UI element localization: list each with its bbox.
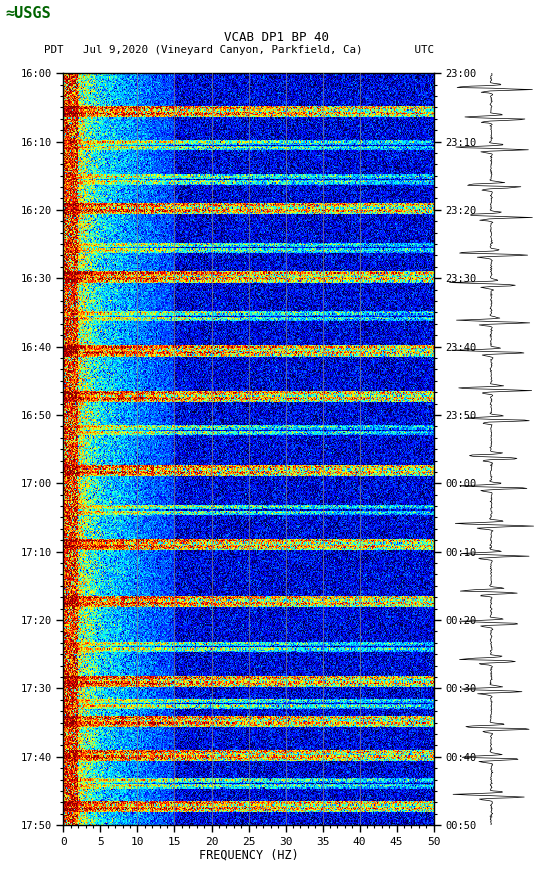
X-axis label: FREQUENCY (HZ): FREQUENCY (HZ) [199,848,299,862]
Text: PDT   Jul 9,2020 (Vineyard Canyon, Parkfield, Ca)        UTC: PDT Jul 9,2020 (Vineyard Canyon, Parkfie… [44,45,434,54]
Text: ≈USGS: ≈USGS [6,6,51,21]
Text: VCAB DP1 BP 40: VCAB DP1 BP 40 [224,31,328,45]
